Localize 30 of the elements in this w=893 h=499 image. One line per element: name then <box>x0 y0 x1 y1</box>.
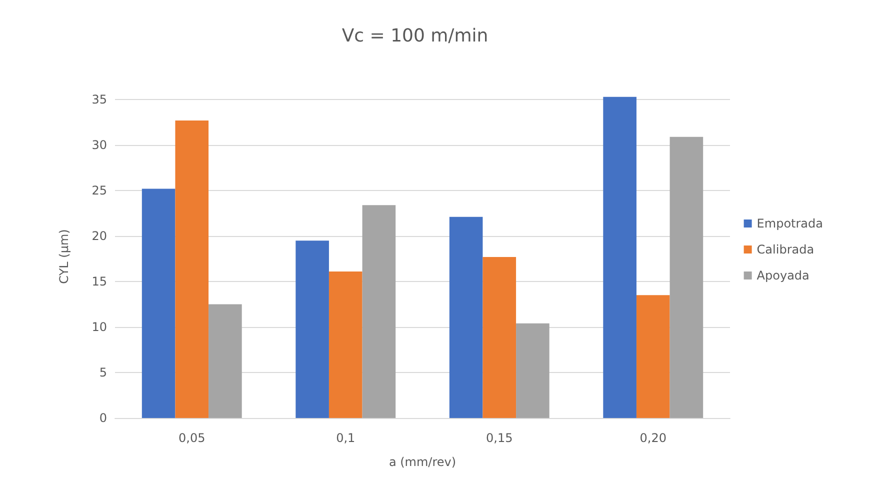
legend-label: Empotrada <box>756 216 824 230</box>
legend-label: Calibrada <box>756 242 814 256</box>
y-tick-label: 30 <box>92 138 107 152</box>
y-tick-label: 20 <box>92 229 107 244</box>
x-tick-label: 0,05 <box>178 431 206 445</box>
legend-label: Apoyada <box>756 268 810 282</box>
bar <box>208 304 242 418</box>
x-tick-label: 0,15 <box>486 431 513 445</box>
x-tick-label: 0,20 <box>640 431 666 445</box>
y-tick-label: 0 <box>99 411 107 425</box>
bar <box>482 256 516 418</box>
y-tick-label: 25 <box>92 184 107 198</box>
y-tick-label: 35 <box>92 92 107 107</box>
bar <box>516 323 550 418</box>
bar <box>449 216 483 418</box>
y-tick-label: 5 <box>99 366 107 380</box>
chart-title: Vc = 100 m/min <box>342 26 488 46</box>
y-tick-label: 15 <box>92 274 107 289</box>
x-tick-label: 0,1 <box>336 431 356 445</box>
y-axis-title: CYL (µm) <box>57 229 71 284</box>
bar <box>296 240 329 418</box>
x-axis-title: a (mm/rev) <box>388 455 456 469</box>
bar <box>603 96 636 418</box>
bar <box>362 205 396 418</box>
bar <box>636 295 670 418</box>
bar <box>142 188 176 418</box>
bar <box>175 120 209 418</box>
bar <box>328 272 362 418</box>
bar <box>670 136 704 418</box>
y-tick-label: 10 <box>92 320 107 334</box>
